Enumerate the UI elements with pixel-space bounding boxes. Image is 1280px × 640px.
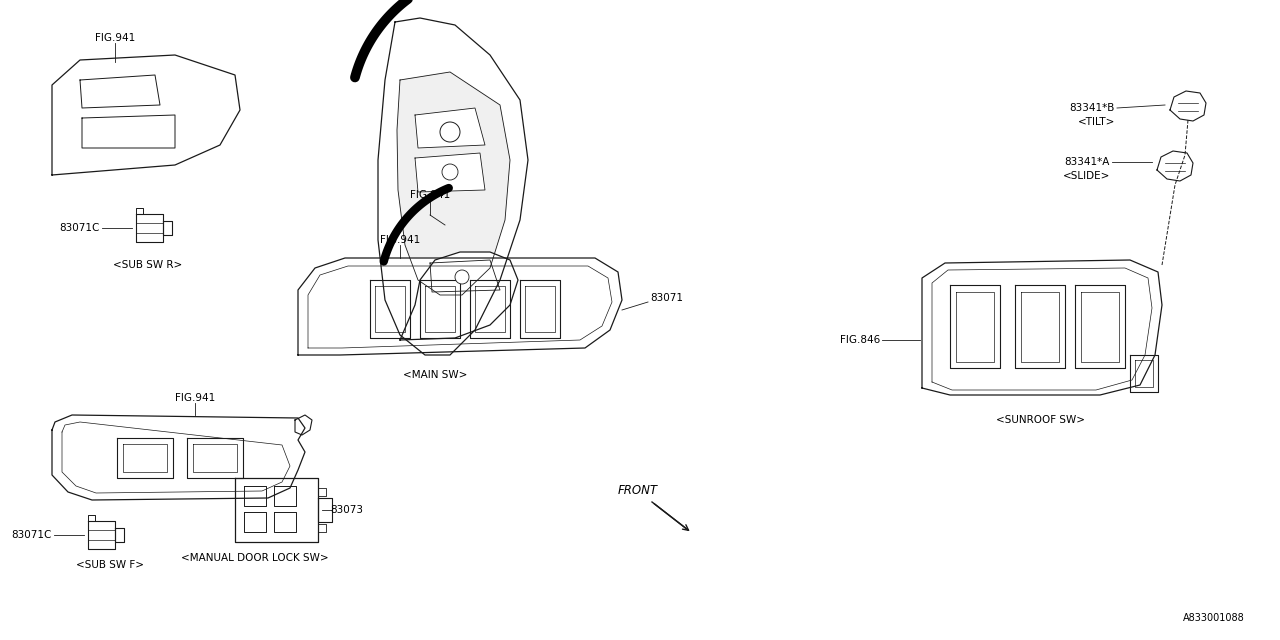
Text: FIG.846: FIG.846 (840, 335, 881, 345)
Polygon shape (520, 280, 561, 338)
Polygon shape (244, 486, 266, 506)
Polygon shape (136, 208, 143, 214)
Polygon shape (82, 115, 175, 148)
Polygon shape (136, 214, 163, 242)
Polygon shape (317, 488, 326, 496)
Polygon shape (88, 521, 115, 549)
Text: <SUNROOF SW>: <SUNROOF SW> (996, 415, 1084, 425)
Polygon shape (430, 260, 500, 292)
Polygon shape (317, 498, 332, 522)
Polygon shape (187, 438, 243, 478)
Text: 83071C: 83071C (60, 223, 100, 233)
Circle shape (442, 164, 458, 180)
Polygon shape (274, 512, 296, 532)
Polygon shape (81, 75, 160, 108)
Text: FIG.941: FIG.941 (95, 33, 136, 43)
Text: 83071: 83071 (650, 293, 684, 303)
Polygon shape (420, 280, 460, 338)
Polygon shape (317, 524, 326, 532)
Polygon shape (1075, 285, 1125, 368)
Polygon shape (401, 252, 518, 340)
Polygon shape (950, 285, 1000, 368)
Polygon shape (1157, 151, 1193, 181)
Text: <TILT>: <TILT> (1078, 117, 1115, 127)
Circle shape (440, 122, 460, 142)
Text: <SUB SW F>: <SUB SW F> (76, 560, 145, 570)
Text: FIG.941: FIG.941 (380, 235, 420, 245)
Text: A833001088: A833001088 (1183, 613, 1245, 623)
Polygon shape (115, 528, 124, 542)
Text: 83341*A: 83341*A (1065, 157, 1110, 167)
Polygon shape (415, 153, 485, 192)
Text: 83341*B: 83341*B (1070, 103, 1115, 113)
Text: 83073: 83073 (330, 505, 364, 515)
Polygon shape (52, 55, 241, 175)
Text: FIG.941: FIG.941 (175, 393, 215, 403)
Polygon shape (244, 512, 266, 532)
Polygon shape (1170, 91, 1206, 121)
Polygon shape (1015, 285, 1065, 368)
Text: <SLIDE>: <SLIDE> (1062, 171, 1110, 181)
Polygon shape (397, 72, 509, 295)
Polygon shape (88, 515, 95, 521)
Text: <SUB SW R>: <SUB SW R> (114, 260, 183, 270)
Text: FRONT: FRONT (618, 483, 658, 497)
Text: <MAIN SW>: <MAIN SW> (403, 370, 467, 380)
Polygon shape (163, 221, 172, 235)
Polygon shape (1130, 355, 1158, 392)
Polygon shape (274, 486, 296, 506)
Polygon shape (116, 438, 173, 478)
Text: 83071C: 83071C (12, 530, 52, 540)
Text: FIG.941: FIG.941 (410, 190, 451, 200)
Text: <MANUAL DOOR LOCK SW>: <MANUAL DOOR LOCK SW> (182, 553, 329, 563)
Polygon shape (370, 280, 410, 338)
Polygon shape (415, 108, 485, 148)
Polygon shape (52, 415, 305, 500)
Circle shape (454, 270, 468, 284)
Polygon shape (298, 258, 622, 355)
Polygon shape (470, 280, 509, 338)
Polygon shape (922, 260, 1162, 395)
Polygon shape (378, 18, 529, 355)
Polygon shape (236, 478, 317, 542)
